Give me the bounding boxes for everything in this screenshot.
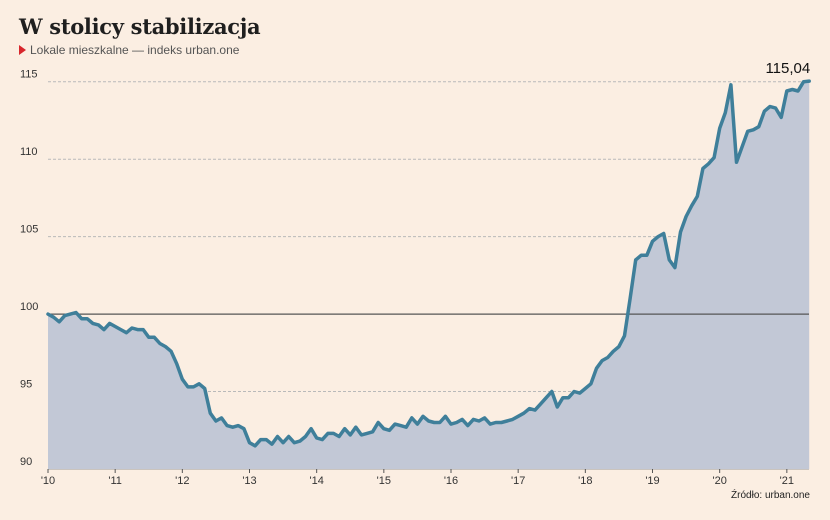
series-line-path [46,79,811,448]
x-tick-label-2017: '17 [511,475,525,487]
chart-title: W stolicy stabilizacja [19,14,261,39]
subtitle-text: Lokale mieszkalne — indeks urban.one [30,43,240,57]
source-note: Źródło: urban.one [731,490,810,501]
x-tick-label-2011: '11 [108,475,122,487]
end-value-label: 115,04 [765,60,810,77]
chart-subtitle: Lokale mieszkalne — indeks urban.one [19,43,239,57]
y-tick-label-115: 115 [20,69,38,81]
x-tick-label-2020: '20 [712,475,726,487]
y-tick-label-100: 100 [20,301,38,313]
area-path [48,81,810,469]
red-triangle-marker-icon [19,45,26,55]
x-tick-label-2012: '12 [175,475,189,487]
y-axis-ticks: 90 95 100 105 110 115 [20,69,38,468]
y-tick-label-95: 95 [20,379,32,391]
series-line [46,79,811,448]
area-fill [48,81,810,469]
y-tick-label-105: 105 [20,224,38,236]
x-tick-label-2018: '18 [578,475,592,487]
y-tick-label-90: 90 [20,456,32,468]
x-tick-label-2016: '16 [444,475,458,487]
x-tick-label-2015: '15 [377,475,391,487]
y-tick-label-110: 110 [20,146,38,158]
x-tick-label-2014: '14 [309,475,323,487]
x-axis-ticks: '10 '11 '12 '13 '14 '15 '16 '17 '18 '19 '20 '21 [41,469,794,487]
x-tick-label-2019: '19 [645,475,659,487]
x-tick-label-2013: '13 [242,475,256,487]
end-value-label-group: 115,04 [765,60,810,77]
x-tick-label-2010: '10 [41,475,55,487]
x-tick-label-2021: '21 [780,475,794,487]
